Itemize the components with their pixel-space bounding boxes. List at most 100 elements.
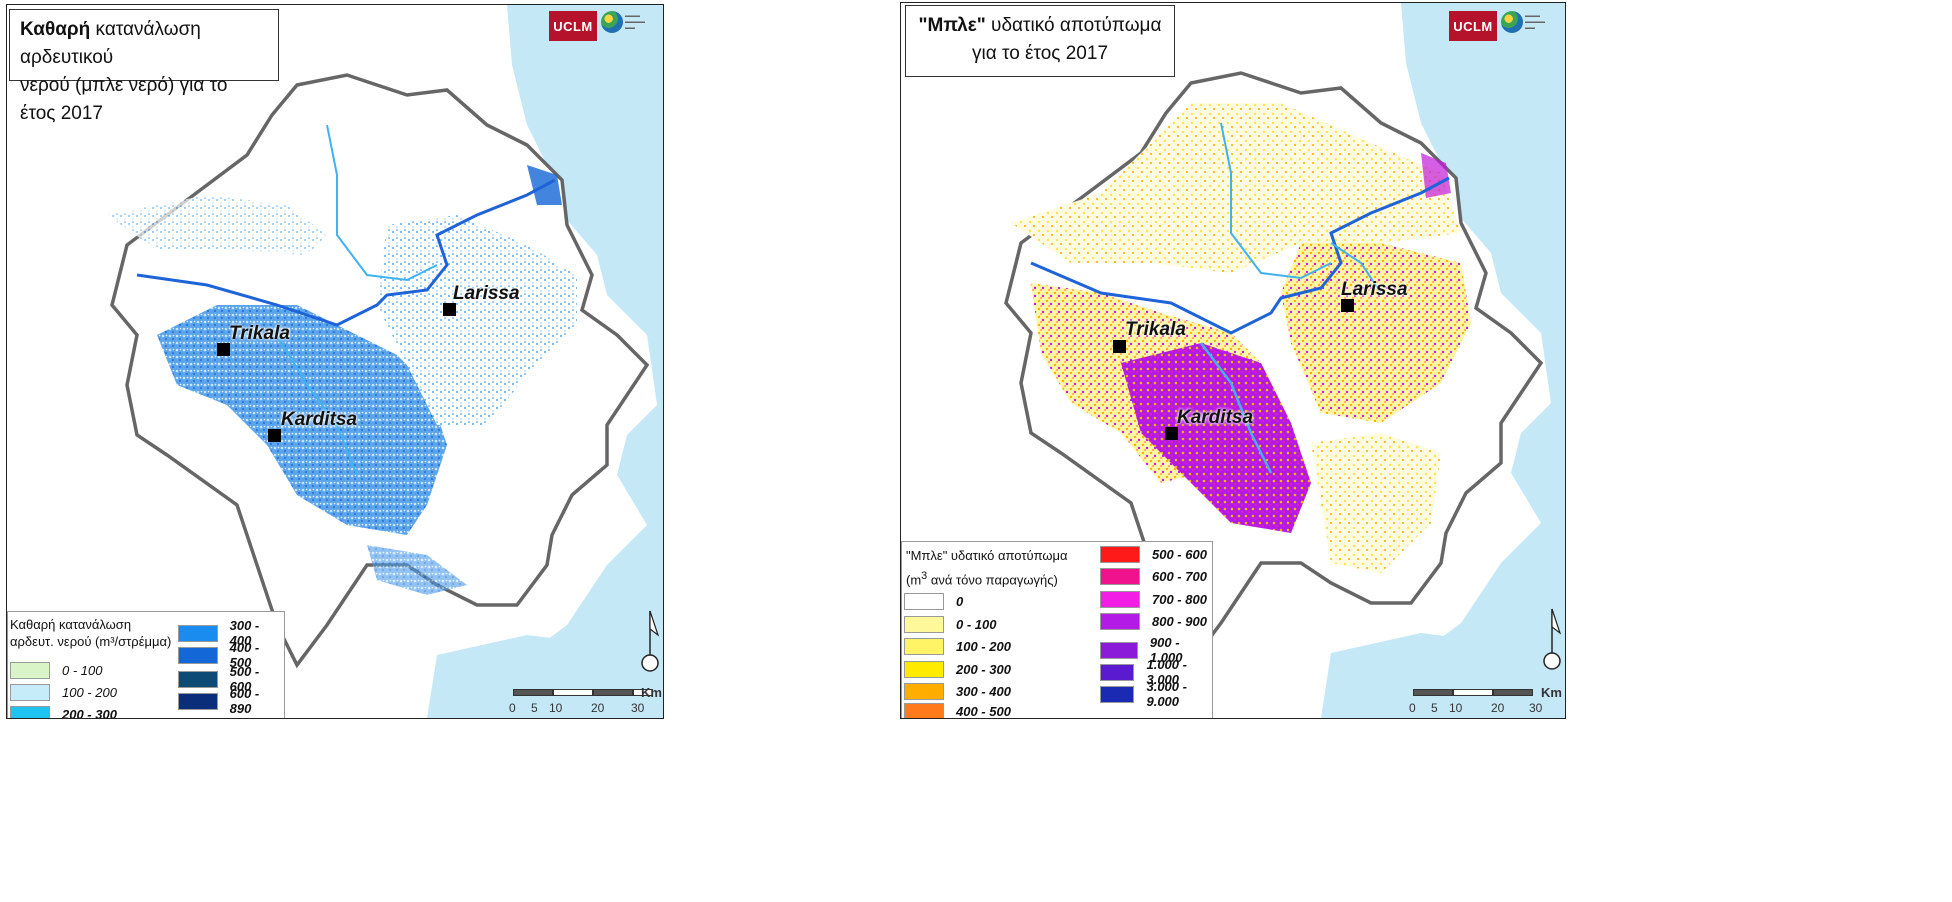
left-legend-item: 600 - 890 [178, 686, 284, 716]
scale-tick: 30 [631, 701, 645, 715]
right-legend-item: 0 - 100 [904, 616, 996, 633]
legend-swatch [1100, 663, 1135, 681]
legend-label: 100 - 200 [62, 685, 117, 700]
left-legend-title-line1: Καθαρή κατανάλωση [10, 617, 132, 632]
sea-area [1401, 3, 1565, 718]
legend-swatch [1100, 613, 1140, 630]
left-legend-item: 400 - 500 [178, 640, 284, 670]
legend-label: 800 - 900 [1152, 614, 1207, 629]
scale-segment [1453, 689, 1493, 696]
legend-swatch [10, 684, 50, 701]
logo-small-print-left: ▬▬▬ ▬▬▬▬ ▬▬ [625, 13, 645, 31]
city-marker-karditsa [268, 429, 281, 442]
right-title-bold: "Μπλε" [918, 15, 986, 36]
scale-tick: 20 [591, 701, 605, 715]
irrigated-west [157, 305, 447, 535]
right-legend-title: "Μπλε" υδατικό αποτύπωμα (m3 ανά τόνο πα… [906, 546, 1068, 590]
footprint-southeast [1311, 433, 1441, 573]
city-label-larissa: Larissa [453, 283, 520, 304]
city-label-trikala: Trikala [229, 323, 290, 344]
scale-unit: Km [641, 685, 662, 700]
scale-segment [553, 689, 593, 696]
scale-segment [593, 689, 633, 696]
scale-segment [633, 689, 653, 696]
city-marker-larissa [443, 303, 456, 316]
legend-label: 600 - 700 [1152, 569, 1207, 584]
scale-tick: 30 [1529, 701, 1543, 715]
river-south [1200, 342, 1273, 474]
right-legend-item: 300 - 400 [904, 683, 1011, 700]
legend-swatch [904, 683, 944, 700]
legend-swatch [904, 616, 944, 633]
legend-label: 0 [956, 594, 964, 609]
right-legend: "Μπλε" υδατικό αποτύπωμα (m3 ανά τόνο πα… [901, 541, 1213, 719]
right-legend-item: 0 [904, 593, 963, 610]
right-title-line1: υδατικό αποτύπωμα [985, 15, 1162, 36]
right-legend-item: 800 - 900 [1100, 613, 1207, 630]
city-marker-karditsa [1165, 427, 1178, 440]
legend-swatch [178, 646, 218, 664]
right-legend-item: 600 - 700 [1100, 568, 1207, 585]
right-legend-item: 500 - 600 [1100, 546, 1207, 563]
right-title-line2: για το έτος 2017 [971, 43, 1109, 64]
legend-swatch [178, 692, 218, 710]
sea-area [507, 5, 663, 718]
legend-swatch [10, 706, 50, 718]
left-title-bold: Καθαρή [20, 19, 91, 40]
left-legend-item: 100 - 200 [10, 684, 117, 701]
legend-label: 300 - 400 [956, 684, 1011, 699]
left-legend-item: 300 - 400 [178, 618, 284, 648]
legend-swatch [1100, 568, 1140, 585]
scale-segment [1413, 689, 1453, 696]
legend-label: 900 - 1.000 [1149, 635, 1183, 665]
globe-logo-right [1501, 11, 1523, 33]
left-title-line2: νερού (μπλε νερό) για το έτος 2017 [20, 75, 228, 124]
north-arrow-left [641, 610, 660, 672]
left-legend: Καθαρή κατανάλωση αρδευτ. νερού (m³/στρέ… [7, 611, 285, 719]
right-legend-item: 400 - 500 [904, 703, 1011, 719]
legend-label: 600 - 890 [229, 686, 260, 716]
left-map-panel: Καθαρή κατανάλωση αρδευτικού νερού (μπλε… [6, 4, 664, 719]
right-legend-item: 200 - 300 [904, 661, 1011, 678]
right-basemap [1004, 3, 1565, 718]
legend-swatch [1100, 685, 1135, 703]
footprint-northeast [1421, 153, 1451, 198]
river-tributary [1220, 122, 1332, 280]
legend-label: 1.000 - 3.000 [1146, 657, 1187, 687]
city-marker-trikala [217, 343, 230, 356]
legend-label: 0 - 100 [62, 663, 103, 678]
legend-label: 400 - 500 [229, 640, 260, 670]
city-label-karditsa: Karditsa [281, 409, 358, 430]
footprint-north [1011, 103, 1461, 273]
legend-label: 200 - 300 [956, 662, 1011, 677]
scale-tick: 5 [531, 701, 538, 715]
uclm-logo-left: UCLM [549, 11, 597, 41]
legend-label: 500 - 600 [1152, 547, 1207, 562]
legend-swatch [178, 624, 218, 642]
legend-label: 300 - 400 [229, 618, 260, 648]
scale-tick: 20 [1491, 701, 1505, 715]
river-east [1330, 242, 1382, 294]
legend-label: 400 - 500 [956, 704, 1011, 719]
irrigated-north [107, 195, 327, 255]
river-pinios [136, 178, 556, 327]
legend-swatch [904, 661, 944, 678]
city-label-larissa: Larissa [1341, 279, 1408, 300]
scale-tick: 0 [509, 701, 516, 715]
right-legend-title-sup: 3 [921, 570, 928, 582]
legend-swatch [1100, 591, 1140, 608]
right-legend-item: 100 - 200 [904, 638, 1011, 655]
footprint-east [1281, 243, 1471, 423]
legend-swatch [904, 638, 944, 655]
river-south [276, 334, 358, 476]
right-legend-item: 3.000 - 9.000 [1100, 679, 1212, 709]
left-legend-title: Καθαρή κατανάλωση αρδευτ. νερού (m³/στρέ… [10, 616, 171, 650]
right-map-panel: "Μπλε" υδατικό αποτύπωμα για το έτος 201… [900, 2, 1566, 719]
scale-tick: 10 [549, 701, 563, 715]
legend-label: 200 - 300 [62, 707, 117, 719]
scale-segment [513, 689, 553, 696]
city-label-karditsa: Karditsa [1177, 407, 1254, 428]
left-legend-item: 0 - 100 [10, 662, 102, 679]
legend-label: 100 - 200 [956, 639, 1011, 654]
city-label-trikala: Trikala [1125, 319, 1186, 340]
